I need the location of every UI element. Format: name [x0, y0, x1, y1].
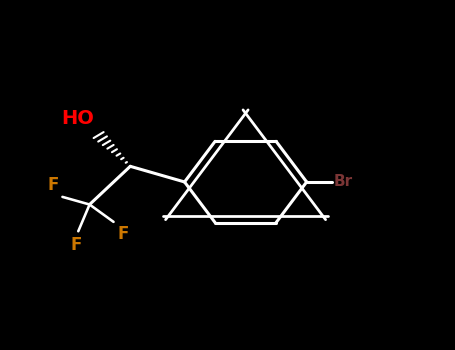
- Text: F: F: [71, 236, 82, 254]
- Text: Br: Br: [334, 174, 353, 189]
- Text: F: F: [47, 176, 59, 194]
- Text: HO: HO: [61, 109, 94, 128]
- Text: F: F: [117, 225, 128, 243]
